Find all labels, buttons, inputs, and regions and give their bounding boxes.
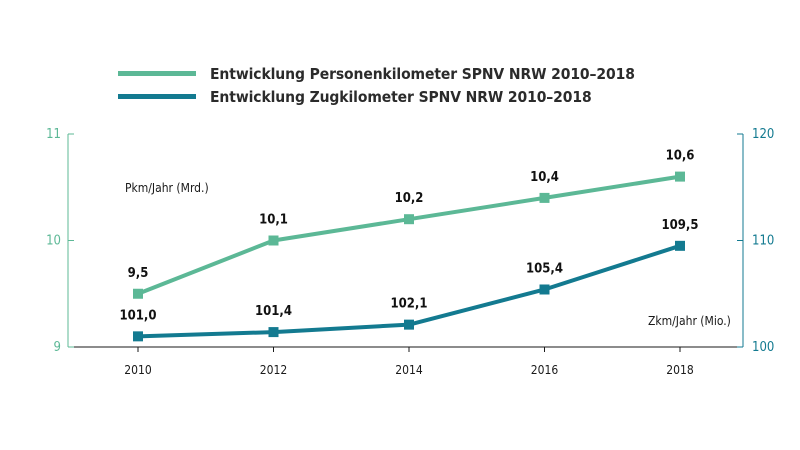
- legend-item-personenkilometer: Entwicklung Personenkilometer SPNV NRW 2…: [118, 62, 635, 85]
- y-right-axis-label: Zkm/Jahr (Mio.): [648, 314, 731, 328]
- legend-item-zugkilometer: Entwicklung Zugkilometer SPNV NRW 2010–2…: [118, 85, 635, 108]
- legend: Entwicklung Personenkilometer SPNV NRW 2…: [118, 62, 635, 108]
- y-left-tick-label: 11: [46, 127, 61, 142]
- data-point-1: [133, 331, 143, 342]
- data-point-0: [404, 214, 414, 225]
- data-point-1: [675, 240, 685, 251]
- legend-swatch-personenkilometer: [118, 71, 196, 76]
- y-right-tick-label: 100: [752, 340, 774, 355]
- x-tick-label: 2010: [124, 363, 152, 377]
- y-left-axis-label: Pkm/Jahr (Mrd.): [125, 181, 209, 195]
- data-point-1: [268, 327, 279, 338]
- x-tick-label: 2018: [666, 363, 694, 377]
- data-point-1: [539, 284, 550, 295]
- legend-label-personenkilometer: Entwicklung Personenkilometer SPNV NRW 2…: [210, 64, 635, 83]
- data-label-0: 10,1: [259, 213, 288, 228]
- data-label-0: 10,4: [530, 170, 559, 185]
- data-point-1: [404, 319, 414, 330]
- x-tick-label: 2012: [260, 363, 287, 377]
- data-point-0: [539, 192, 550, 203]
- y-right-tick-label: 120: [752, 127, 774, 142]
- data-label-0: 9,5: [128, 266, 149, 281]
- data-label-0: 10,2: [395, 191, 424, 206]
- x-tick-label: 2016: [531, 363, 559, 377]
- y-left-tick-label: 10: [46, 234, 61, 249]
- y-left-tick-label: 9: [54, 340, 61, 355]
- data-label-1: 101,4: [255, 304, 292, 319]
- data-label-0: 10,6: [666, 149, 695, 164]
- data-label-1: 105,4: [526, 261, 563, 276]
- legend-label-zugkilometer: Entwicklung Zugkilometer SPNV NRW 2010–2…: [210, 87, 592, 106]
- x-tick-label: 2014: [395, 363, 423, 377]
- data-point-0: [675, 171, 685, 182]
- data-point-0: [268, 235, 279, 246]
- y-right-tick-label: 110: [752, 234, 774, 249]
- data-point-0: [133, 288, 143, 299]
- data-label-1: 101,0: [120, 308, 157, 323]
- legend-swatch-zugkilometer: [118, 94, 196, 99]
- data-label-1: 102,1: [391, 297, 428, 312]
- data-label-1: 109,5: [662, 218, 699, 233]
